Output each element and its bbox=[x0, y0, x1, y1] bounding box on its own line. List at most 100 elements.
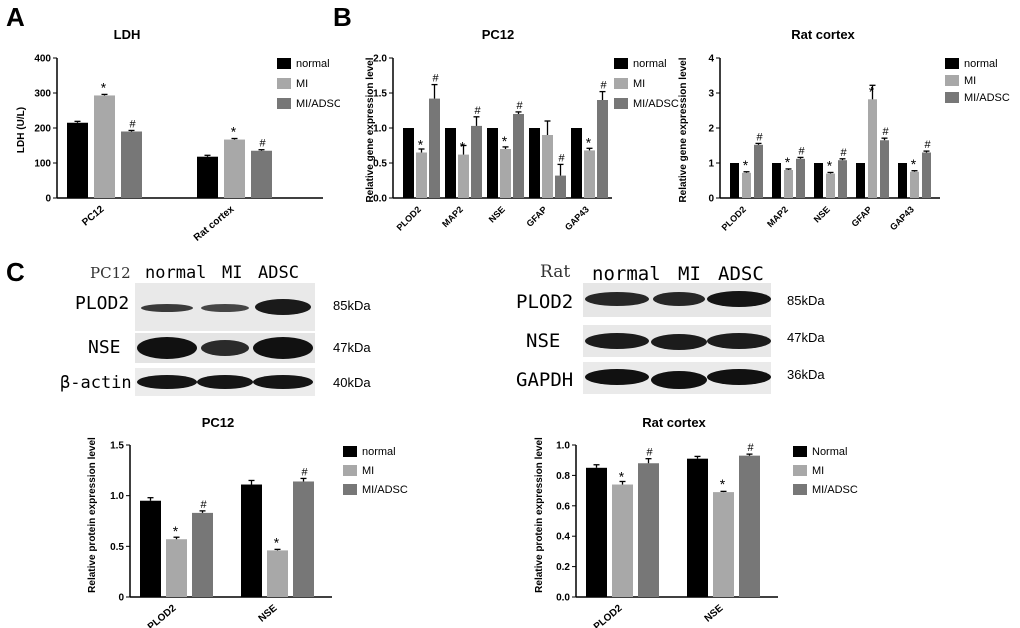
rat-cortex-gene-expression-chart: Rat cortex Relative gene expression level… bbox=[678, 27, 1010, 233]
significance-mark: * bbox=[101, 79, 107, 95]
y-tick-label: 0.4 bbox=[556, 532, 570, 543]
bar bbox=[910, 171, 919, 198]
bar bbox=[739, 455, 760, 597]
significance-mark: # bbox=[924, 139, 931, 151]
significance-mark: * bbox=[502, 133, 508, 149]
y-axis-label: Relative protein expression level bbox=[87, 437, 98, 593]
blot-row-label: GAPDH bbox=[516, 369, 574, 391]
bar bbox=[571, 128, 582, 198]
bar bbox=[251, 150, 272, 198]
legend-label: MI bbox=[812, 465, 824, 477]
significance-mark: * bbox=[173, 523, 179, 539]
legend-label: normal bbox=[964, 58, 998, 70]
bar bbox=[922, 152, 931, 198]
significance-mark: # bbox=[200, 499, 207, 511]
bar bbox=[293, 481, 314, 597]
legend-swatch bbox=[343, 484, 357, 495]
bar bbox=[487, 128, 498, 198]
legend-label: MI/ADSC bbox=[296, 98, 340, 110]
y-tick-label: 0.5 bbox=[373, 159, 387, 170]
y-tick-label: 1.5 bbox=[373, 89, 387, 100]
y-tick-label: 4 bbox=[708, 54, 714, 65]
y-tick-label: 0.0 bbox=[556, 593, 570, 604]
bar bbox=[555, 175, 566, 198]
bar bbox=[224, 139, 245, 198]
significance-mark: # bbox=[558, 152, 565, 164]
significance-mark: # bbox=[756, 131, 763, 143]
significance-mark: * bbox=[274, 534, 280, 550]
legend: normal MI MI/ADSC bbox=[277, 58, 340, 110]
y-axis-label: Relative gene expression level bbox=[365, 57, 376, 202]
blot-row-label: NSE bbox=[88, 337, 121, 358]
significance-mark: * bbox=[460, 139, 466, 155]
bar bbox=[500, 149, 511, 198]
y-tick-label: 1.5 bbox=[110, 441, 124, 452]
y-tick-label: 0 bbox=[118, 593, 124, 604]
bar bbox=[267, 550, 288, 597]
y-tick-label: 200 bbox=[34, 124, 51, 135]
bar bbox=[880, 140, 889, 198]
blot-header: PC12 bbox=[90, 264, 131, 282]
kda-label: 36kDa bbox=[787, 367, 825, 382]
significance-mark: # bbox=[798, 145, 805, 157]
category-label: PLOD2 bbox=[592, 603, 625, 628]
bar bbox=[429, 98, 440, 198]
bar bbox=[742, 172, 751, 198]
chart-title: PC12 bbox=[202, 415, 235, 430]
y-tick-label: 1.0 bbox=[110, 491, 124, 502]
legend-swatch bbox=[277, 98, 291, 109]
chart-title: Rat cortex bbox=[791, 27, 855, 42]
blot-header: Rat bbox=[540, 262, 571, 282]
significance-mark: * bbox=[720, 476, 726, 492]
y-tick-label: 1.0 bbox=[373, 124, 387, 135]
lane-label: normal bbox=[145, 263, 207, 283]
bar bbox=[713, 492, 734, 597]
y-tick-label: 0 bbox=[708, 194, 714, 205]
bar bbox=[868, 99, 877, 198]
significance-mark: * bbox=[827, 158, 833, 174]
bar bbox=[94, 95, 115, 198]
legend: normal MI MI/ADSC bbox=[343, 446, 408, 496]
panel-letter-b: B bbox=[333, 2, 352, 32]
significance-mark: # bbox=[516, 100, 523, 112]
blot-strip-plod2 bbox=[135, 283, 315, 331]
bar bbox=[403, 128, 414, 198]
legend-swatch bbox=[614, 98, 628, 109]
y-tick-label: 0.0 bbox=[373, 194, 387, 205]
legend-label: MI/ADSC bbox=[633, 98, 679, 110]
lane-label: normal bbox=[592, 263, 661, 285]
significance-mark: # bbox=[474, 105, 481, 117]
y-tick-label: 1.0 bbox=[556, 441, 570, 452]
lane-label: ADSC bbox=[258, 263, 299, 283]
legend-label: MI bbox=[633, 78, 645, 90]
chart-title: Rat cortex bbox=[642, 415, 706, 430]
y-tick-label: 300 bbox=[34, 89, 51, 100]
bar bbox=[584, 150, 595, 198]
bar bbox=[529, 128, 540, 198]
chart-title: PC12 bbox=[482, 27, 515, 42]
legend-swatch bbox=[343, 446, 357, 457]
lane-label: MI bbox=[678, 263, 701, 285]
blot-row-label: PLOD2 bbox=[75, 293, 130, 314]
bar bbox=[754, 144, 763, 198]
blot-row-label: NSE bbox=[526, 330, 561, 352]
blot-strip-gapdh bbox=[583, 362, 771, 394]
legend-swatch bbox=[945, 75, 959, 86]
bar bbox=[838, 160, 847, 198]
y-axis-label: Relative gene expression level bbox=[678, 57, 689, 202]
legend-label: MI/ADSC bbox=[812, 484, 858, 496]
chart-title: LDH bbox=[114, 27, 141, 42]
significance-mark: # bbox=[432, 73, 439, 85]
bar bbox=[687, 458, 708, 597]
y-axis-label: LDH (U/L) bbox=[16, 107, 27, 153]
bar bbox=[458, 154, 469, 198]
bar bbox=[445, 128, 456, 198]
lane-label: ADSC bbox=[718, 263, 764, 285]
significance-mark: # bbox=[840, 147, 847, 159]
y-axis-label: Relative protein expression level bbox=[534, 437, 545, 593]
significance-mark: * bbox=[869, 83, 875, 99]
y-tick-label: 0 bbox=[45, 194, 51, 205]
bar bbox=[197, 156, 218, 198]
